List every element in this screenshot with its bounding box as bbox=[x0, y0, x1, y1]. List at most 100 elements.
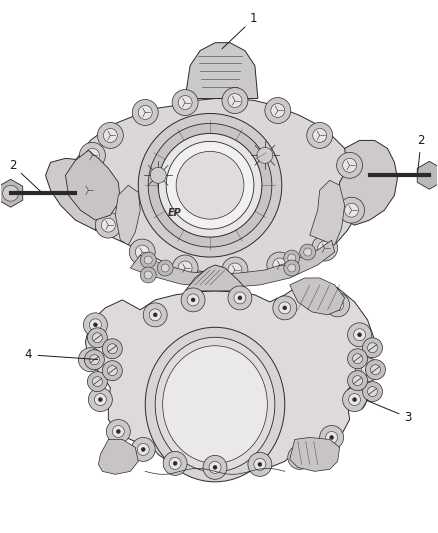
Text: EP: EP bbox=[168, 208, 182, 218]
Circle shape bbox=[102, 361, 122, 381]
Polygon shape bbox=[99, 439, 138, 474]
Circle shape bbox=[138, 106, 152, 119]
Circle shape bbox=[300, 244, 316, 260]
Circle shape bbox=[279, 302, 291, 314]
Circle shape bbox=[92, 333, 102, 343]
Circle shape bbox=[258, 462, 262, 466]
Circle shape bbox=[267, 252, 293, 278]
Circle shape bbox=[326, 432, 338, 443]
Circle shape bbox=[129, 239, 155, 265]
Circle shape bbox=[288, 446, 312, 470]
Circle shape bbox=[348, 349, 367, 369]
Circle shape bbox=[273, 258, 287, 272]
Circle shape bbox=[203, 455, 227, 479]
Circle shape bbox=[209, 462, 221, 473]
Circle shape bbox=[178, 95, 192, 109]
Circle shape bbox=[135, 245, 149, 259]
Circle shape bbox=[132, 100, 158, 125]
Circle shape bbox=[367, 386, 378, 397]
Ellipse shape bbox=[155, 337, 275, 472]
Polygon shape bbox=[115, 185, 140, 245]
Circle shape bbox=[213, 465, 217, 470]
Circle shape bbox=[273, 296, 297, 320]
Circle shape bbox=[371, 365, 381, 375]
Circle shape bbox=[363, 382, 382, 401]
Circle shape bbox=[284, 250, 300, 266]
Circle shape bbox=[357, 333, 361, 337]
Circle shape bbox=[283, 306, 287, 310]
Circle shape bbox=[318, 241, 332, 255]
Circle shape bbox=[88, 358, 92, 362]
Circle shape bbox=[157, 260, 173, 276]
Ellipse shape bbox=[162, 346, 267, 463]
Text: 2: 2 bbox=[9, 159, 41, 191]
Polygon shape bbox=[130, 240, 335, 287]
Polygon shape bbox=[46, 158, 110, 230]
Circle shape bbox=[228, 94, 242, 108]
Circle shape bbox=[288, 264, 296, 272]
Circle shape bbox=[141, 447, 145, 451]
Circle shape bbox=[298, 455, 302, 459]
Circle shape bbox=[102, 339, 122, 359]
Circle shape bbox=[140, 267, 156, 283]
Polygon shape bbox=[66, 150, 120, 220]
Circle shape bbox=[93, 323, 97, 327]
Circle shape bbox=[337, 152, 363, 178]
Circle shape bbox=[332, 299, 343, 311]
Circle shape bbox=[148, 124, 272, 247]
Polygon shape bbox=[417, 161, 438, 189]
Circle shape bbox=[89, 355, 99, 365]
Circle shape bbox=[312, 235, 338, 261]
Circle shape bbox=[361, 364, 374, 376]
Text: 1: 1 bbox=[222, 12, 258, 49]
Circle shape bbox=[304, 248, 312, 256]
Circle shape bbox=[248, 453, 272, 477]
Circle shape bbox=[166, 141, 254, 229]
Circle shape bbox=[366, 368, 370, 372]
Circle shape bbox=[88, 328, 107, 348]
Circle shape bbox=[95, 212, 121, 238]
Circle shape bbox=[161, 264, 169, 272]
Circle shape bbox=[169, 457, 181, 470]
Circle shape bbox=[336, 303, 339, 307]
Circle shape bbox=[307, 123, 332, 148]
Polygon shape bbox=[85, 282, 374, 471]
Polygon shape bbox=[185, 265, 248, 291]
Circle shape bbox=[89, 319, 101, 331]
Circle shape bbox=[288, 254, 296, 262]
Circle shape bbox=[144, 271, 152, 279]
Circle shape bbox=[257, 148, 273, 163]
Circle shape bbox=[138, 114, 282, 257]
Circle shape bbox=[137, 443, 149, 455]
Circle shape bbox=[343, 158, 357, 172]
Circle shape bbox=[172, 90, 198, 116]
Text: 3: 3 bbox=[367, 401, 412, 424]
Circle shape bbox=[353, 376, 363, 385]
Circle shape bbox=[143, 303, 167, 327]
Circle shape bbox=[85, 354, 96, 366]
Circle shape bbox=[254, 458, 266, 470]
Circle shape bbox=[313, 128, 327, 142]
Circle shape bbox=[95, 393, 106, 406]
Circle shape bbox=[83, 313, 107, 337]
Circle shape bbox=[356, 358, 379, 382]
Circle shape bbox=[101, 218, 115, 232]
Circle shape bbox=[107, 344, 117, 354]
Circle shape bbox=[144, 256, 152, 264]
Circle shape bbox=[163, 451, 187, 475]
Circle shape bbox=[103, 128, 117, 142]
Circle shape bbox=[339, 197, 364, 223]
Polygon shape bbox=[290, 278, 345, 315]
Circle shape bbox=[353, 398, 357, 401]
Circle shape bbox=[176, 151, 244, 219]
Circle shape bbox=[106, 419, 130, 443]
Circle shape bbox=[173, 462, 177, 465]
Circle shape bbox=[320, 425, 343, 449]
Circle shape bbox=[131, 438, 155, 462]
Circle shape bbox=[353, 354, 363, 364]
Circle shape bbox=[349, 393, 360, 406]
Circle shape bbox=[222, 87, 248, 114]
Circle shape bbox=[172, 255, 198, 281]
Circle shape bbox=[88, 387, 112, 411]
Circle shape bbox=[366, 360, 385, 379]
